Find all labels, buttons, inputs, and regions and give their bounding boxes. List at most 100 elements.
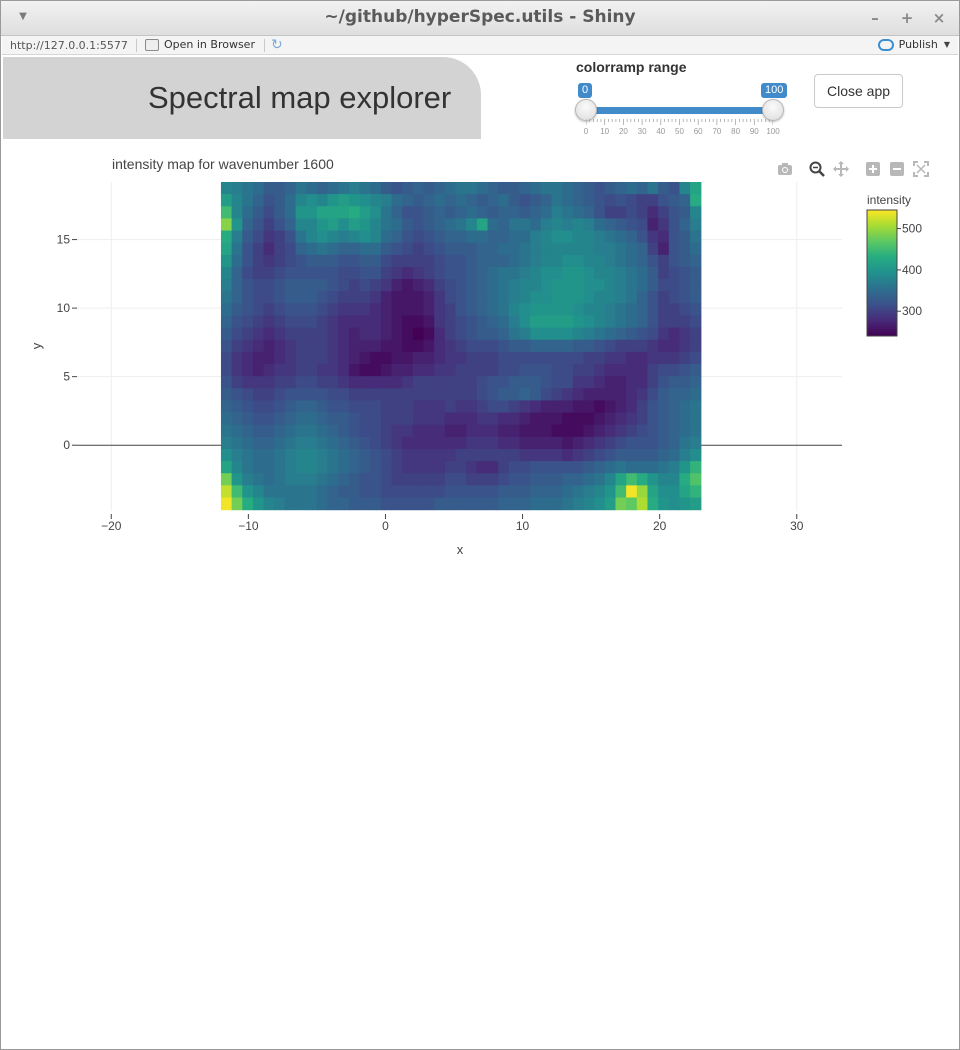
heatmap-cell	[455, 206, 467, 219]
maximize-button[interactable]: +	[900, 9, 914, 27]
heatmap-cell	[583, 242, 595, 256]
heatmap-cell	[380, 485, 393, 499]
heatmap-cell	[242, 485, 254, 499]
heatmap-cell	[604, 388, 617, 402]
heatmap-cell	[487, 376, 499, 389]
heatmap-cell	[348, 315, 361, 329]
heatmap-cell	[530, 266, 542, 280]
heatmap-cell	[348, 448, 361, 462]
heatmap-cell	[647, 266, 659, 280]
chevron-down-icon: ▼	[943, 40, 950, 49]
heatmap-cell	[636, 339, 649, 353]
heatmap-cell	[594, 461, 606, 474]
heatmap-cell	[242, 303, 254, 317]
heatmap-cell	[370, 424, 382, 438]
heatmap-cell	[220, 303, 233, 317]
heatmap-cell	[306, 303, 318, 317]
close-window-button[interactable]: ×	[932, 9, 946, 27]
heatmap-cell	[668, 218, 681, 232]
heatmap-cell	[487, 303, 499, 317]
heatmap-cell	[274, 376, 286, 389]
heatmap-cell	[604, 400, 617, 414]
heatmap-cell	[263, 436, 275, 450]
heatmap-cell	[690, 182, 702, 195]
heatmap-cell	[359, 266, 371, 280]
heatmap-cell	[626, 473, 638, 486]
open-in-browser-button[interactable]: Open in Browser	[145, 38, 255, 51]
heatmap-cell	[284, 448, 297, 462]
slider-low-value: 0	[578, 83, 593, 98]
heatmap-cell	[327, 473, 339, 486]
heatmap-cell	[274, 400, 286, 414]
heatmap-cell	[466, 376, 478, 389]
heatmap-cell	[572, 400, 585, 414]
heatmap-cell	[594, 339, 606, 353]
heatmap-cell	[242, 230, 254, 244]
heatmap-cell	[647, 436, 659, 450]
heatmap-cell	[466, 436, 478, 450]
zoom-icon[interactable]	[809, 161, 825, 177]
heatmap-cell	[306, 291, 318, 304]
heatmap-cell	[263, 327, 275, 341]
heatmap-cell	[412, 279, 425, 292]
heatmap-cell	[380, 327, 393, 341]
heatmap-cell	[658, 497, 670, 511]
heatmap-cell	[434, 303, 446, 317]
heatmap-cell	[220, 242, 233, 256]
close-app-button[interactable]: Close app	[814, 74, 903, 108]
heatmap-cell	[508, 412, 521, 426]
heatmap-cell	[231, 182, 243, 195]
heatmap-cell	[551, 242, 563, 256]
heatmap-cell	[412, 436, 425, 450]
heatmap-cell	[295, 339, 307, 353]
heatmap-cell	[263, 424, 275, 438]
heatmap-cell	[444, 279, 457, 292]
heatmap-cell	[583, 206, 595, 219]
zoom-in-icon[interactable]	[865, 161, 881, 177]
heatmap-cell	[402, 376, 414, 389]
camera-icon[interactable]	[777, 161, 793, 177]
heatmap-cell	[348, 412, 361, 426]
heatmap-cell	[284, 412, 297, 426]
colorbar-tick-label: 500	[902, 222, 922, 236]
heatmap-cell	[562, 327, 574, 341]
heatmap-cell	[231, 266, 243, 280]
open-in-browser-label: Open in Browser	[164, 38, 255, 51]
heatmap-cell	[615, 230, 627, 244]
heatmap-cell	[295, 400, 307, 414]
heatmap-cell	[583, 436, 595, 450]
minimize-button[interactable]: –	[871, 9, 879, 27]
heatmap-cell	[562, 436, 574, 450]
heatmap-cell	[423, 364, 435, 377]
refresh-icon[interactable]: ↻	[271, 37, 283, 53]
heatmap-cell	[594, 497, 606, 511]
heatmap-cell	[252, 266, 265, 280]
heatmap-cell	[658, 182, 670, 195]
heatmap-cell	[327, 388, 339, 402]
heatmap-cell	[338, 376, 350, 389]
heatmap-cell	[327, 364, 339, 377]
heatmap-cell	[348, 266, 361, 280]
heatmap-cell	[679, 339, 691, 353]
heatmap-cell	[348, 497, 361, 511]
heatmap-cell	[668, 303, 681, 317]
autoscale-icon[interactable]	[913, 161, 929, 177]
heatmap-cell	[338, 327, 350, 341]
zoom-out-icon[interactable]	[889, 161, 905, 177]
heatmap-cell	[370, 351, 382, 365]
heatmap-cell	[679, 315, 691, 329]
window-menu-icon[interactable]: ▼	[19, 11, 27, 22]
slider-high-handle[interactable]	[762, 99, 784, 121]
publish-button[interactable]: Publish ▼	[877, 38, 950, 51]
heatmap-cell	[572, 461, 585, 474]
pan-icon[interactable]	[833, 161, 849, 177]
slider-track[interactable]	[586, 107, 773, 114]
heatmap-cell	[423, 473, 435, 486]
heatmap-cell	[519, 242, 531, 256]
heatmap-cell	[540, 230, 553, 244]
heatmap-cell	[284, 327, 297, 341]
heatmap-cell	[679, 364, 691, 377]
heatmap-cell	[508, 242, 521, 256]
heatmap-cell	[562, 254, 574, 268]
